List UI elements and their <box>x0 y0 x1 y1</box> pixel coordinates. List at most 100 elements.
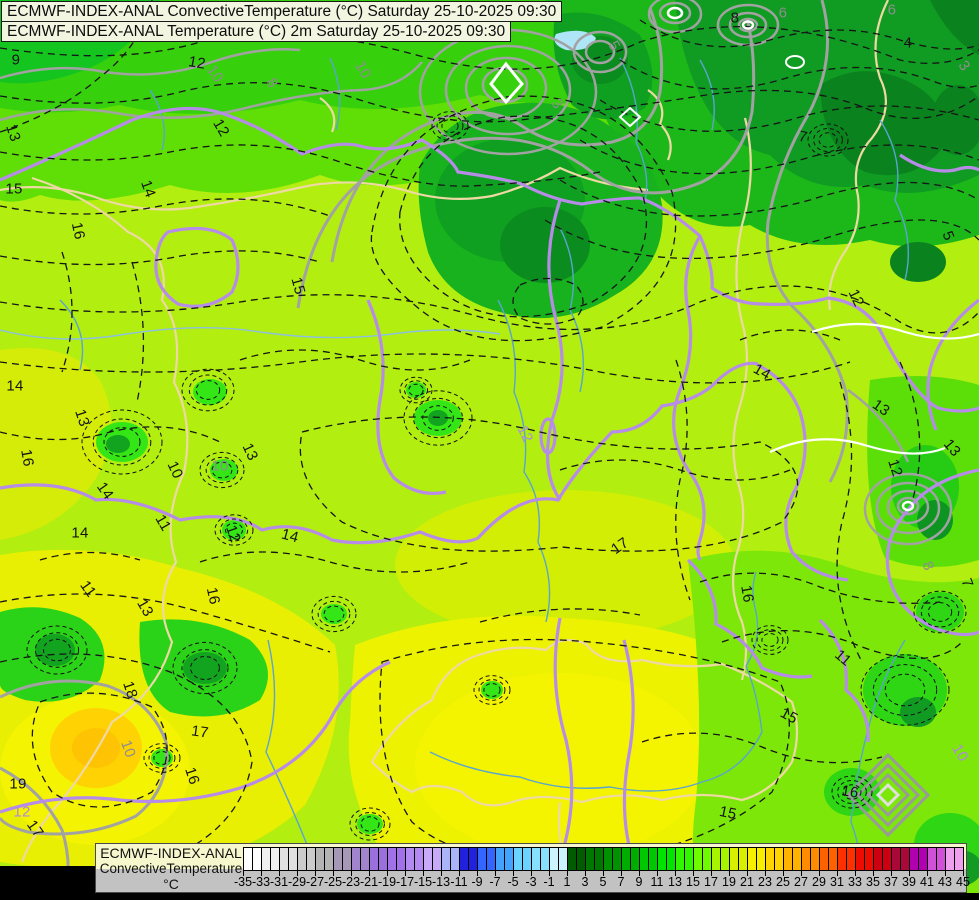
colorbar-tick <box>693 870 694 876</box>
title-line-1: ECMWF-INDEX-ANAL ConvectiveTemperature (… <box>1 1 563 22</box>
hatch-ring <box>188 374 228 406</box>
hatch-ring <box>199 451 245 489</box>
colorbar-cell <box>658 848 667 870</box>
colorbar-tick <box>333 870 334 876</box>
colorbar-tick-label: 21 <box>740 875 754 889</box>
colorbar-cell <box>712 848 721 870</box>
hatch-ring <box>837 779 867 805</box>
colorbar-tick-label: -23 <box>341 875 361 889</box>
colorbar-cell <box>253 848 262 870</box>
colorbar-tick <box>459 870 460 876</box>
colorbar-tick-label: -17 <box>395 875 415 889</box>
gray-contour-lines <box>0 0 953 893</box>
colorbar-cell <box>694 848 703 870</box>
colorbar-cell <box>631 848 640 870</box>
colorbar-cell <box>703 848 712 870</box>
colorbar-tick-label: -35 <box>233 875 253 889</box>
colorbar-cell <box>766 848 775 870</box>
colorbar-cell <box>775 848 784 870</box>
colorbar-tick <box>837 870 838 876</box>
hatch-ring <box>195 380 221 400</box>
hatch-ring <box>224 522 244 538</box>
colorbar-cell <box>370 848 379 870</box>
colorbar-tick <box>477 870 478 876</box>
colorbar-tick <box>945 870 946 876</box>
colorbar-cell <box>577 848 586 870</box>
colorbar-tick-label: -3 <box>525 875 537 889</box>
colorbar-tick <box>963 870 964 876</box>
colorbar-tick <box>621 870 622 876</box>
colorbar-legend: ECMWF-INDEX-ANAL ConvectiveTemperature °… <box>95 843 970 893</box>
colorbar-cell <box>523 848 532 870</box>
hatch-ring <box>807 123 849 157</box>
black-matte-bottom-strip <box>0 893 979 900</box>
colorbar-cell <box>532 848 541 870</box>
colorbar-cell <box>793 848 802 870</box>
colorbar-tick <box>513 870 514 876</box>
colorbar-tick-label: 13 <box>668 875 682 889</box>
colorbar-cell <box>505 848 514 870</box>
colorbar-cell <box>541 848 550 870</box>
colorbar-cell <box>928 848 937 870</box>
hatch-ring <box>436 115 464 137</box>
hatch-ring <box>860 654 950 726</box>
colorbar-tick <box>711 870 712 876</box>
colorbar-cell <box>289 848 298 870</box>
colorbar-tick <box>261 870 262 876</box>
hatch-ring <box>26 625 88 675</box>
colorbar-tick-label: 19 <box>722 875 736 889</box>
colorbar-cell <box>487 848 496 870</box>
hatch-ring <box>360 816 380 832</box>
hatch-ring <box>920 596 960 628</box>
hatch-ring <box>913 590 967 634</box>
colorbar-cell <box>649 848 658 870</box>
colorbar-cell <box>676 848 685 870</box>
colorbar-tick-label: 15 <box>686 875 700 889</box>
hatch-ring <box>403 390 473 446</box>
hatch-ring <box>813 127 843 153</box>
colorbar-cell <box>721 848 730 870</box>
hatch-ring <box>473 675 511 705</box>
colorbar-tick <box>765 870 766 876</box>
colorbar <box>243 847 964 871</box>
colorbar-tick <box>405 870 406 876</box>
colorbar-tick <box>729 870 730 876</box>
colorbar-cell <box>937 848 946 870</box>
colorbar-tick-label: 5 <box>599 875 607 889</box>
colorbar-tick-label: -5 <box>507 875 519 889</box>
colorbar-tick <box>747 870 748 876</box>
colorbar-cell <box>271 848 280 870</box>
hatch-ring <box>311 595 357 633</box>
colorbar-tick-label: -1 <box>543 875 555 889</box>
hatch-ring <box>219 518 249 542</box>
colorbar-cell <box>901 848 910 870</box>
hatch-ring <box>478 679 506 701</box>
colorbar-cell <box>316 848 325 870</box>
colorbar-cell <box>946 848 955 870</box>
hatch-ring <box>181 368 235 412</box>
colorbar-cell <box>595 848 604 870</box>
colorbar-cell <box>730 848 739 870</box>
colorbar-cell <box>820 848 829 870</box>
colorbar-tick <box>891 870 892 876</box>
colorbar-tick-label: -25 <box>323 875 343 889</box>
colorbar-cell <box>496 848 505 870</box>
colorbar-cell <box>280 848 289 870</box>
colorbar-tick <box>603 870 604 876</box>
colorbar-tick-label: -27 <box>305 875 325 889</box>
hatch-ring <box>211 461 233 479</box>
colorbar-cell <box>343 848 352 870</box>
hatch-ring <box>205 456 239 484</box>
colorbar-tick <box>495 870 496 876</box>
hatch-ring <box>842 784 862 800</box>
hatch-ring <box>92 418 152 466</box>
colorbar-tick-label: 41 <box>920 875 934 889</box>
hatch-ring <box>756 629 784 651</box>
colorbar-cell <box>811 848 820 870</box>
colorbar-tick <box>585 870 586 876</box>
colorbar-tick-label: -21 <box>359 875 379 889</box>
colorbar-tick <box>297 870 298 876</box>
colorbar-tick-label: 33 <box>848 875 862 889</box>
hatch-ring <box>148 747 176 769</box>
hatch-ring <box>317 600 351 628</box>
